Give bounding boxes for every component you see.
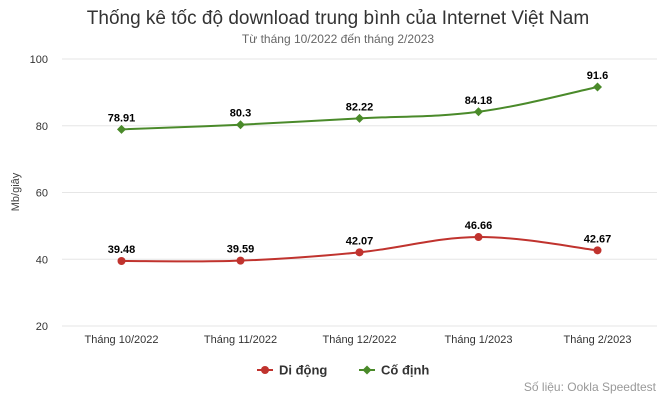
x-tick-label: Tháng 10/2022: [84, 334, 158, 346]
y-tick-label: 100: [30, 54, 48, 66]
data-label: 46.66: [465, 220, 493, 232]
source-credit: Số liệu: Ookla Speedtest: [524, 380, 657, 394]
data-point[interactable]: [117, 256, 126, 265]
series-co-dinh: 78.91 80.3 82.22 84.18 91.6: [108, 70, 608, 134]
data-point[interactable]: [593, 246, 602, 255]
y-axis-ticks: 20 40 60 80 100: [30, 54, 48, 333]
data-label: 78.91: [108, 112, 136, 124]
data-label: 82.22: [346, 101, 374, 113]
chart-title: Thống kê tốc độ download trung bình của …: [87, 8, 589, 29]
chart-subtitle: Từ tháng 10/2022 đến tháng 2/2023: [242, 32, 435, 46]
y-tick-label: 60: [36, 188, 48, 200]
data-point[interactable]: [474, 233, 483, 242]
data-point[interactable]: [593, 82, 602, 92]
data-point[interactable]: [355, 248, 364, 257]
data-point[interactable]: [117, 124, 126, 134]
y-tick-label: 80: [36, 121, 48, 133]
data-label: 39.48: [108, 244, 136, 256]
x-tick-label: Tháng 1/2023: [445, 334, 513, 346]
data-point[interactable]: [236, 256, 245, 265]
x-tick-label: Tháng 11/2022: [204, 334, 277, 346]
legend-marker-diamond: [362, 365, 372, 375]
data-label: 42.07: [346, 235, 374, 247]
x-tick-label: Tháng 2/2023: [564, 334, 632, 346]
data-point[interactable]: [236, 120, 245, 130]
gridlines: [62, 58, 657, 327]
data-label: 42.67: [584, 233, 612, 245]
legend-label: Di động: [279, 363, 327, 378]
data-point[interactable]: [474, 107, 483, 117]
y-axis-label: Mb/giây: [10, 172, 22, 211]
x-tick-label: Tháng 12/2022: [322, 334, 396, 346]
legend: Di động Cố định: [257, 363, 429, 378]
y-tick-label: 40: [36, 254, 48, 266]
data-label: 80.3: [230, 108, 251, 120]
legend-item-co-dinh[interactable]: Cố định: [359, 363, 429, 378]
data-label: 84.18: [465, 95, 493, 107]
data-point[interactable]: [355, 113, 364, 123]
data-label: 39.59: [227, 244, 255, 256]
legend-item-di-dong[interactable]: Di động: [257, 363, 327, 378]
data-label: 91.6: [587, 70, 608, 82]
series-di-dong: 39.48 39.59 42.07 46.66 42.67: [108, 220, 612, 265]
legend-marker-circle: [261, 366, 269, 374]
legend-label: Cố định: [381, 363, 429, 378]
x-axis-ticks: Tháng 10/2022 Tháng 11/2022 Tháng 12/2022 T…: [84, 334, 631, 346]
series-layer: 39.48 39.59 42.07 46.66 42.67 78.91 80.3 82.22 8…: [108, 70, 612, 265]
y-tick-label: 20: [36, 321, 48, 333]
